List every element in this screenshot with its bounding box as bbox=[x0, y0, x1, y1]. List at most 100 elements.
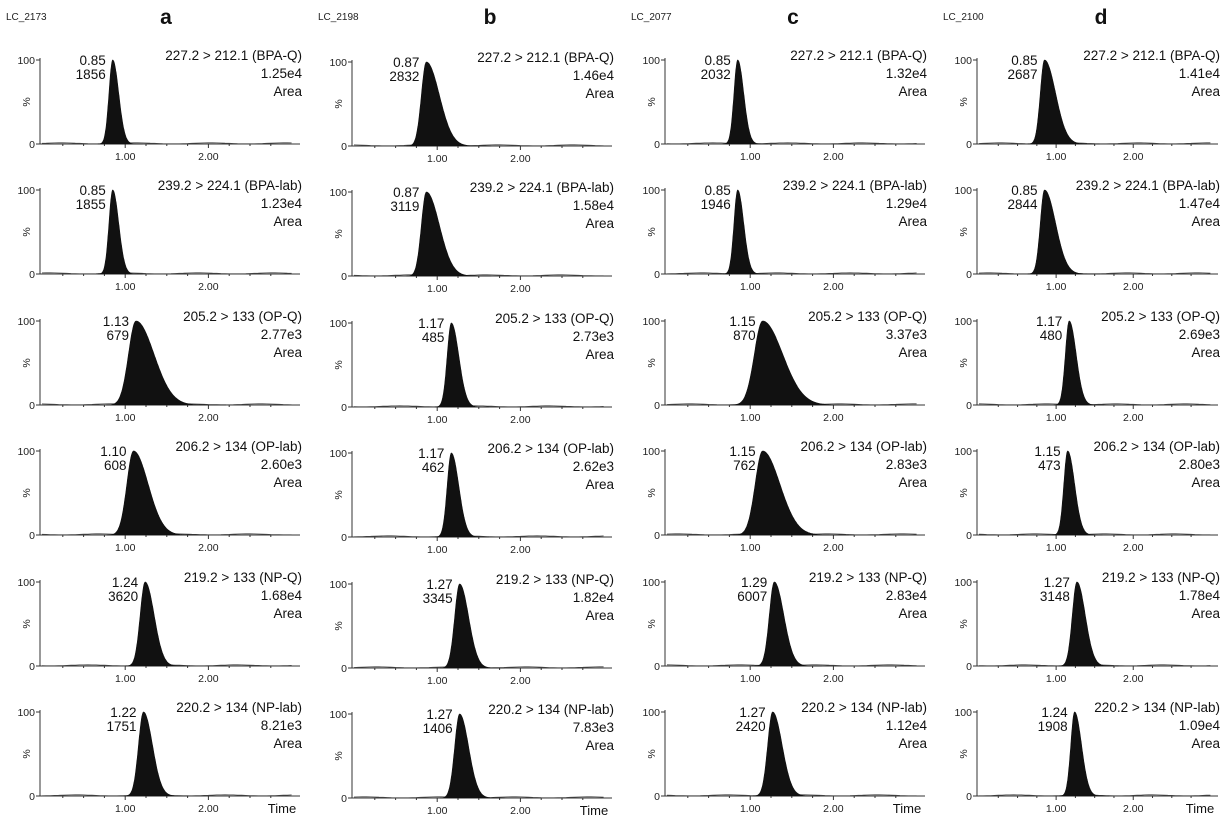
mode-label: Area bbox=[273, 345, 302, 360]
x-tick-label: 1.00 bbox=[1046, 542, 1067, 554]
x-tick-label: 2.00 bbox=[1123, 803, 1144, 815]
y-axis-label: % bbox=[958, 358, 970, 367]
quantity-label: 2.80e3 bbox=[1179, 457, 1220, 472]
transition-label: 206.2 > 134 (OP-lab) bbox=[176, 439, 302, 454]
quantity-label: 1.23e4 bbox=[261, 196, 303, 211]
quantity-label: 8.21e3 bbox=[261, 718, 302, 733]
quantity-label: 2.69e3 bbox=[1179, 327, 1220, 342]
mode-label: Area bbox=[898, 345, 927, 360]
column-letter: a bbox=[160, 6, 172, 29]
y-tick-label: 100 bbox=[954, 185, 972, 197]
peak bbox=[439, 713, 505, 799]
column-letter: d bbox=[1095, 6, 1108, 29]
peak bbox=[123, 711, 189, 797]
peak bbox=[1058, 581, 1119, 667]
transition-label: 219.2 > 133 (NP-Q) bbox=[496, 572, 614, 587]
x-tick-label: 2.00 bbox=[198, 673, 219, 685]
peak-area: 473 bbox=[1038, 458, 1061, 473]
peak-retention-time: 1.24 bbox=[1041, 705, 1068, 720]
y-axis-label: % bbox=[333, 229, 345, 238]
x-tick-label: 2.00 bbox=[510, 414, 531, 426]
quantity-label: 2.83e4 bbox=[886, 588, 928, 603]
x-tick-label: 2.00 bbox=[510, 544, 531, 556]
baseline-trace bbox=[353, 274, 604, 277]
mode-label: Area bbox=[1191, 345, 1220, 360]
sample-id: LC_2173 bbox=[6, 12, 47, 23]
y-tick-label: 100 bbox=[17, 316, 35, 328]
x-tick-label: 2.00 bbox=[510, 675, 531, 687]
y-tick-label: 0 bbox=[654, 269, 660, 281]
peak-area: 485 bbox=[422, 330, 445, 345]
y-axis-label: % bbox=[646, 488, 658, 497]
peak-area: 2844 bbox=[1008, 197, 1039, 212]
x-tick-label: 2.00 bbox=[1123, 673, 1144, 685]
y-axis-label: % bbox=[333, 99, 345, 108]
transition-label: 239.2 > 224.1 (BPA-lab) bbox=[1076, 178, 1220, 193]
x-tick-label: 1.00 bbox=[427, 414, 448, 426]
peak-area: 480 bbox=[1040, 328, 1063, 343]
y-tick-label: 100 bbox=[642, 185, 660, 197]
x-tick-label: 2.00 bbox=[1123, 542, 1144, 554]
quantity-label: 3.37e3 bbox=[886, 327, 927, 342]
y-tick-label: 0 bbox=[29, 139, 35, 151]
y-axis-label: % bbox=[646, 619, 658, 628]
y-axis-label: % bbox=[958, 97, 970, 106]
quantity-label: 1.41e4 bbox=[1179, 66, 1221, 81]
mode-label: Area bbox=[273, 84, 302, 99]
transition-label: 219.2 > 133 (NP-Q) bbox=[1102, 570, 1220, 585]
mode-label: Area bbox=[585, 738, 614, 753]
mode-label: Area bbox=[585, 347, 614, 362]
y-tick-label: 0 bbox=[966, 400, 972, 412]
y-axis-label: % bbox=[333, 621, 345, 630]
y-axis-label: % bbox=[333, 751, 345, 760]
transition-label: 227.2 > 212.1 (BPA-Q) bbox=[1083, 48, 1220, 63]
y-axis-label: % bbox=[21, 619, 33, 628]
peak-retention-time: 1.13 bbox=[103, 314, 129, 329]
y-tick-label: 0 bbox=[341, 271, 347, 283]
peak-area: 3148 bbox=[1040, 589, 1070, 604]
y-tick-label: 100 bbox=[642, 577, 660, 589]
x-tick-label: 1.00 bbox=[115, 542, 136, 554]
y-tick-label: 100 bbox=[954, 55, 972, 67]
peak-retention-time: 0.85 bbox=[79, 53, 105, 68]
y-tick-label: 100 bbox=[17, 577, 35, 589]
transition-label: 219.2 > 133 (NP-Q) bbox=[809, 570, 927, 585]
x-tick-label: 2.00 bbox=[198, 151, 219, 163]
y-axis-label: % bbox=[958, 227, 970, 236]
y-axis-label: % bbox=[646, 749, 658, 758]
y-axis-label: % bbox=[21, 749, 33, 758]
x-tick-label: 1.00 bbox=[427, 283, 448, 295]
x-tick-label: 1.00 bbox=[1046, 673, 1067, 685]
peak-area: 1406 bbox=[423, 721, 453, 736]
peak-area: 1946 bbox=[701, 197, 731, 212]
mode-label: Area bbox=[273, 214, 302, 229]
y-tick-label: 100 bbox=[329, 579, 347, 591]
y-tick-label: 100 bbox=[954, 707, 972, 719]
peak bbox=[754, 581, 822, 667]
peak-area: 3345 bbox=[423, 591, 453, 606]
peak-retention-time: 0.87 bbox=[393, 185, 419, 200]
peak-area: 2420 bbox=[736, 719, 766, 734]
peak bbox=[125, 581, 191, 667]
transition-label: 220.2 > 134 (NP-lab) bbox=[488, 702, 614, 717]
peak bbox=[1027, 59, 1100, 145]
x-tick-label: 1.00 bbox=[740, 542, 761, 554]
sample-id: LC_2198 bbox=[318, 12, 359, 23]
x-tick-label: 2.00 bbox=[823, 281, 844, 293]
baseline-trace bbox=[41, 142, 292, 145]
y-axis-label: % bbox=[958, 488, 970, 497]
y-tick-label: 0 bbox=[966, 791, 972, 803]
transition-label: 205.2 > 133 (OP-Q) bbox=[1101, 309, 1220, 324]
x-tick-label: 2.00 bbox=[1123, 281, 1144, 293]
x-tick-label: 1.00 bbox=[740, 281, 761, 293]
x-axis-label: Time bbox=[580, 803, 608, 818]
